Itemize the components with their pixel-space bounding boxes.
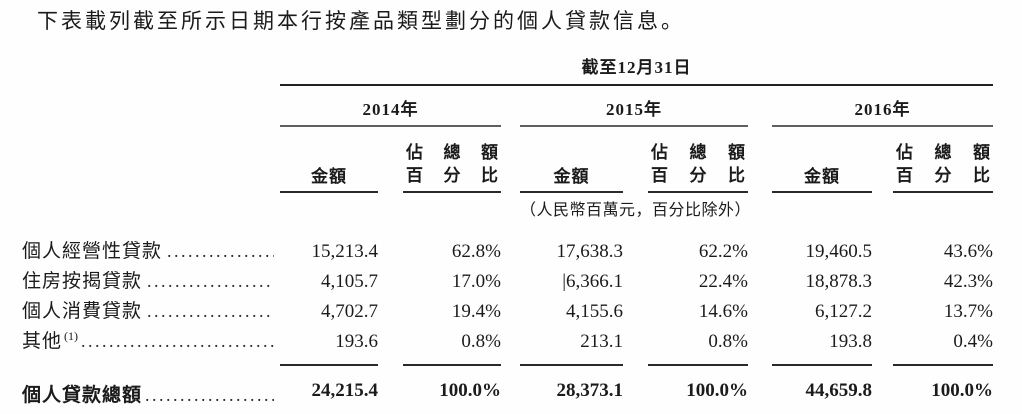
pct-header-line2: 百分比 [896,166,990,185]
year-header-2014: 2014年 [280,85,501,127]
amount-2015: 4,155.6 [566,301,623,322]
empty-cell [22,192,280,223]
column-gap [748,85,772,126]
amount-2016: 19,460.5 [805,241,873,262]
year-header-2016: 2016年 [772,85,993,127]
column-gap [378,126,403,192]
table-row-others: 其他(1) ..................................… [22,323,993,353]
amount-2016: 18,878.3 [805,271,873,292]
row-label: 住房按揭貸款 [22,271,143,292]
table-row-personal-operating-loans: 個人經營性貸款 ................................… [22,223,993,263]
empty-cell [748,192,993,223]
pct-header-line1: 佔總額 [651,143,745,162]
as-at-date-header: 截至12月31日 [280,46,993,86]
amount-header-2016: 金額 [772,126,872,193]
amount-2015: |6,366.1 [562,271,623,292]
pct-2014: 62.8% [451,241,501,262]
total-amount-2014: 24,215.4 [280,364,378,414]
pct-header-line2: 百分比 [406,166,498,185]
total-pct-2014: 100.0% [403,364,501,414]
column-header-row: 金額 佔總額 百分比 金額 佔總額 百分比 金額 佔總額 百分比 [22,126,993,193]
page-title: 下表載列截至所示日期本行按產品類型劃分的個人貸款信息。 [37,9,685,33]
column-gap [872,126,893,192]
pct-2015: 14.6% [698,301,748,322]
total-pct-2015: 100.0% [648,364,748,414]
dot-leader: ........................................… [147,301,274,321]
row-label-cell: 個人經營性貸款 ................................… [22,223,280,263]
row-label: 個人消費貸款 [22,301,143,322]
column-gap [501,85,520,126]
total-label-cell: 個人貸款總額 .................................… [22,365,280,414]
pct-header-line1: 佔總額 [896,143,990,162]
empty-cell [22,85,280,126]
amount-header-2015: 金額 [520,126,623,193]
pct-2016: 0.4% [953,331,993,352]
row-label: 個人經營性貸款 [22,241,163,262]
table-row-total-personal-loans: 個人貸款總額 .................................… [22,364,993,414]
personal-loans-by-product-table: 截至12月31日 2014年 2015年 2016年 金額 佔總額 百分比 金額… [22,46,993,414]
unit-note: （人民幣百萬元，百分比除外） [520,202,752,219]
amount-2015: 213.1 [580,331,623,352]
total-label: 個人貸款總額 [22,384,143,406]
total-amount-2016: 44,659.8 [772,364,872,414]
pct-2015: 22.4% [698,271,748,292]
total-pct-2016: 100.0% [893,364,993,414]
amount-2014: 4,105.7 [321,271,378,292]
row-label: 其他 [22,331,63,352]
pct-2014: 0.8% [461,331,501,352]
dot-leader: ........................................… [147,271,274,291]
amount-2014: 15,213.4 [311,241,379,262]
unit-note-row: （人民幣百萬元，百分比除外） [22,192,993,223]
amount-2016: 6,127.2 [815,301,872,322]
year-header-2015: 2015年 [520,85,748,127]
amount-2014: 4,702.7 [321,301,378,322]
pct-2014: 19.4% [451,301,501,322]
column-gap [748,126,772,192]
pct-2016: 42.3% [943,271,993,292]
dot-leader: ........................................… [145,384,274,405]
dot-leader: ........................................… [167,241,274,261]
pct-2015: 62.2% [698,241,748,262]
pct-2016: 13.7% [943,301,993,322]
pct-header-line1: 佔總額 [406,143,498,162]
row-label-cell: 住房按揭貸款 .................................… [22,263,280,293]
pct-of-total-header-2014: 佔總額 百分比 [403,126,501,193]
table-row-residential-mortgage-loans: 住房按揭貸款 .................................… [22,263,993,293]
pct-of-total-header-2015: 佔總額 百分比 [648,126,748,193]
spacer-row [22,353,993,365]
pct-2014: 17.0% [451,271,501,292]
year-header-row: 2014年 2015年 2016年 [22,85,993,127]
amount-2016: 193.8 [829,331,872,352]
total-amount-2015: 28,373.1 [520,364,623,414]
footnote-marker: (1) [64,329,79,343]
pct-of-total-header-2016: 佔總額 百分比 [893,126,993,193]
amount-2014: 193.6 [335,331,378,352]
pct-2015: 0.8% [708,331,748,352]
row-label-cell: 其他(1) ..................................… [22,323,280,353]
row-label-cell: 個人消費貸款 .................................… [22,293,280,323]
empty-cell [22,46,280,85]
table-date-header-row: 截至12月31日 [22,46,993,86]
amount-2015: 17,638.3 [556,241,624,262]
dot-leader: ........................................… [81,331,274,351]
empty-cell [280,192,520,223]
amount-header-2014: 金額 [280,126,378,193]
pct-header-line2: 百分比 [651,166,745,185]
column-gap [623,126,648,192]
table-row-personal-consumption-loans: 個人消費貸款 .................................… [22,293,993,323]
empty-cell [22,126,280,192]
column-gap [501,126,520,192]
pct-2016: 43.6% [943,241,993,262]
